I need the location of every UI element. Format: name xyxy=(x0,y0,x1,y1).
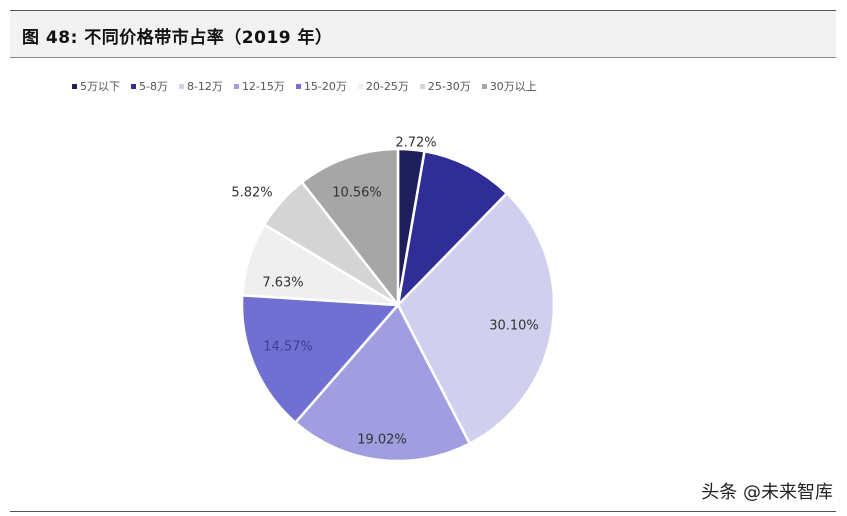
top-rule xyxy=(10,10,836,11)
pie-slice xyxy=(396,149,509,309)
pie-slice xyxy=(396,191,556,446)
legend-label: 30万以上 xyxy=(489,80,537,93)
slice-data-label: 9.58% xyxy=(432,192,473,207)
legend-item: 30万以上 xyxy=(481,78,537,94)
bottom-rule xyxy=(10,511,836,512)
legend-swatch xyxy=(131,83,136,89)
watermark: 头条 @未来智库 xyxy=(701,482,833,503)
legend-swatch xyxy=(419,83,425,89)
legend-label: 5-8万 xyxy=(139,80,168,93)
figure-title: 图 48: 不同价格带市占率（2019 年） xyxy=(22,28,333,48)
legend-swatch xyxy=(72,83,77,89)
legend-swatch xyxy=(178,83,184,89)
legend-item: 25-30万 xyxy=(419,78,471,94)
legend-item: 5万以下 xyxy=(72,78,120,94)
pie-slice xyxy=(240,293,401,425)
legend-swatch xyxy=(233,83,239,89)
legend-swatch xyxy=(357,83,363,89)
legend-item: 8-12万 xyxy=(178,78,223,94)
pie-slice xyxy=(293,302,472,463)
chart-legend: 5万以下 5-8万 8-12万 12-15万 15-20万 20-25万 25-30万 30万… xyxy=(72,78,537,94)
legend-item: 15-20万 xyxy=(295,78,347,94)
legend-item: 12-15万 xyxy=(233,78,285,94)
pie-slice xyxy=(300,147,400,309)
legend-label: 12-15万 xyxy=(241,80,285,93)
legend-label: 25-30万 xyxy=(427,80,471,93)
slice-data-label: 7.63% xyxy=(262,276,303,291)
figure-header: 图 48: 不同价格带市占率（2019 年） xyxy=(10,11,836,58)
slice-data-label: 14.57% xyxy=(263,340,313,355)
slice-data-label: 5.82% xyxy=(231,186,272,201)
legend-label: 5万以下 xyxy=(80,80,120,93)
slice-data-label: 30.10% xyxy=(489,319,539,334)
slice-data-label: 10.56% xyxy=(332,186,382,201)
legend-item: 20-25万 xyxy=(357,78,409,94)
slice-data-label: 19.02% xyxy=(357,433,407,448)
legend-label: 8-12万 xyxy=(186,80,223,93)
legend-label: 20-25万 xyxy=(365,80,409,93)
legend-item: 5-8万 xyxy=(131,78,168,94)
legend-swatch xyxy=(481,83,487,89)
slice-data-label: 2.72% xyxy=(395,136,436,151)
legend-label: 15-20万 xyxy=(303,80,347,93)
legend-swatch xyxy=(295,83,301,89)
